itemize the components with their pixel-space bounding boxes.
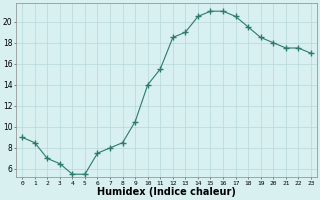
X-axis label: Humidex (Indice chaleur): Humidex (Indice chaleur) [97,187,236,197]
